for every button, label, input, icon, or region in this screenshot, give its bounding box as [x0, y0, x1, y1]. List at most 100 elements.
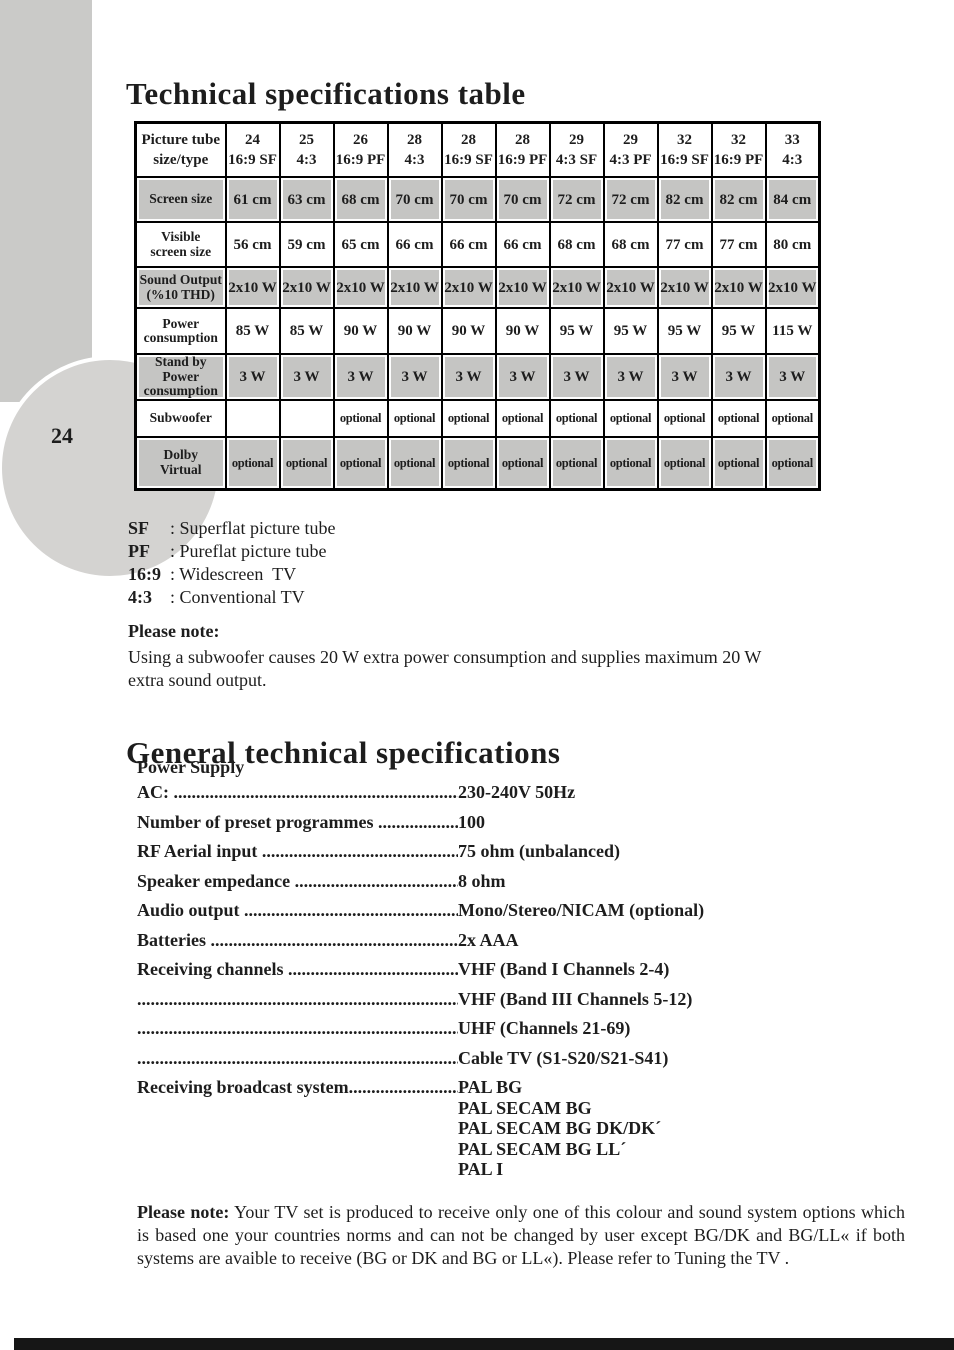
table-cell: 66 cm	[494, 221, 551, 268]
table-cell: 3 W	[278, 353, 335, 401]
table-cell: 3 W	[710, 353, 767, 401]
table-cell: 90 W	[440, 307, 497, 355]
spec-value: UHF (Channels 21-69)	[458, 1018, 631, 1038]
table-cell: optional	[224, 435, 281, 490]
spec-value: Cable TV (S1-S20/S21-S41)	[458, 1047, 669, 1068]
table-cell: 77 cm	[710, 221, 767, 268]
table-header-cell: 29 4:3 PF	[602, 121, 659, 178]
spec-value-list: PAL BG PAL SECAM BG PAL SECAM BG DK/DK´ …	[458, 1077, 662, 1180]
spec-label: Receiving broadcast system..............…	[137, 1077, 458, 1097]
broadcast-note: Please note: Your TV set is produced to …	[137, 1201, 905, 1270]
general-specs-list: Power Supply AC: ........................…	[137, 757, 909, 1188]
spec-label: ........................................…	[137, 1047, 458, 1068]
table-cell: 2x10 W	[224, 266, 281, 309]
spec-item: Speaker empedance ......................…	[137, 871, 909, 892]
table-cell: 72 cm	[602, 176, 659, 223]
table-cell: 82 cm	[656, 176, 713, 223]
legend-term: 4:3	[128, 587, 152, 607]
spec-label: ........................................…	[137, 988, 458, 1009]
spec-item: AC: ....................................…	[137, 782, 909, 803]
spec-value: 8 ohm	[458, 870, 506, 891]
table-cell: 2x10 W	[332, 266, 389, 309]
table-cell: 2x10 W	[602, 266, 659, 309]
table-cell: 3 W	[332, 353, 389, 401]
subwoofer-note: Please note: Using a subwoofer causes 20…	[128, 620, 918, 692]
section-title: General technical specifications	[126, 734, 561, 770]
table-cell: 95 W	[656, 307, 713, 355]
spec-value: VHF (Band I Channels 2-4)	[458, 959, 670, 979]
table-cell: 77 cm	[656, 221, 713, 268]
spec-item: Power Supply	[137, 757, 909, 778]
table-cell: 68 cm	[602, 221, 659, 268]
table-cell: 3 W	[440, 353, 497, 401]
legend-desc: : Superflat picture tube	[170, 518, 336, 538]
spec-label: Audio output ...........................…	[137, 900, 458, 920]
spec-value: 230-240V 50Hz	[458, 782, 576, 802]
table-cell: 90 W	[494, 307, 551, 355]
table-cell: 70 cm	[440, 176, 497, 223]
table-cell: 85 W	[278, 307, 335, 355]
table-cell: optional	[440, 398, 497, 438]
table-header-cell: 28 16:9 PF	[494, 121, 551, 178]
note-body: Using a subwoofer causes 20 W extra powe…	[128, 647, 762, 690]
table-cell: 95 W	[548, 307, 605, 355]
table-cell: optional	[710, 435, 767, 490]
table-row: Visible screen size 56 cm 59 cm 65 cm 66 cm 6…	[134, 221, 821, 268]
table-cell: 90 W	[332, 307, 389, 355]
table-header-cell: 26 16:9 PF	[332, 121, 389, 178]
table-cell: 3 W	[224, 353, 281, 401]
table-header-cell: 24 16:9 SF	[224, 121, 281, 178]
table-cell: optional	[548, 398, 605, 438]
table-row-label: Power consumption	[134, 307, 227, 355]
table-header-cell: 29 4:3 SF	[548, 121, 605, 178]
table-cell	[278, 398, 335, 438]
table-cell: 2x10 W	[386, 266, 443, 309]
legend-item: SF: Superflat picture tube	[128, 518, 335, 541]
table-cell: 72 cm	[548, 176, 605, 223]
table-row-label: Stand by Power consumption	[134, 353, 227, 401]
spec-item: Audio output ...........................…	[137, 900, 909, 921]
table-cell: 95 W	[710, 307, 767, 355]
legend-desc: : Conventional TV	[170, 587, 305, 607]
table-cell: 70 cm	[386, 176, 443, 223]
table-cell: 68 cm	[548, 221, 605, 268]
table-cell: 59 cm	[278, 221, 335, 268]
table-cell: 3 W	[494, 353, 551, 401]
table-cell: optional	[494, 398, 551, 438]
table-cell: optional	[656, 398, 713, 438]
table-cell: optional	[710, 398, 767, 438]
spec-item: ........................................…	[137, 1048, 909, 1069]
table-row-label: Subwoofer	[134, 398, 227, 438]
spec-item: Receiving channels .....................…	[137, 959, 909, 980]
table-cell: 56 cm	[224, 221, 281, 268]
table-cell: 115 W	[764, 307, 821, 355]
table-cell: 66 cm	[440, 221, 497, 268]
table-cell: 2x10 W	[764, 266, 821, 309]
table-row-label: Dolby Virtual	[134, 435, 227, 490]
table-cell: optional	[494, 435, 551, 490]
spec-label: Receiving channels .....................…	[137, 959, 458, 979]
table-cell: optional	[764, 435, 821, 490]
spec-item: Receiving broadcast system..............…	[137, 1077, 909, 1180]
page-title: Technical specifications table	[126, 75, 526, 111]
table-header-cell: 25 4:3	[278, 121, 335, 178]
table-cell: 3 W	[602, 353, 659, 401]
table-cell: 68 cm	[332, 176, 389, 223]
table-header-cell: 28 4:3	[386, 121, 443, 178]
table-cell: 3 W	[548, 353, 605, 401]
table-cell: 90 W	[386, 307, 443, 355]
table-cell: optional	[602, 398, 659, 438]
sidebar-gray-band	[0, 0, 92, 402]
table-cell: 3 W	[656, 353, 713, 401]
table-cell: optional	[332, 435, 389, 490]
spec-label: Number of preset programmes ............…	[137, 811, 458, 832]
note-body: Your TV set is produced to receive only …	[137, 1202, 905, 1268]
table-cell: 2x10 W	[656, 266, 713, 309]
table-row: Power consumption 85 W 85 W 90 W 90 W 90 W 90 …	[134, 307, 821, 355]
spec-item: RF Aerial input ........................…	[137, 841, 909, 862]
table-cell: 65 cm	[332, 221, 389, 268]
table-row-label: Screen size	[134, 176, 227, 223]
spec-value: 2x AAA	[458, 929, 519, 950]
table-cell	[224, 398, 281, 438]
table-cell: optional	[386, 398, 443, 438]
